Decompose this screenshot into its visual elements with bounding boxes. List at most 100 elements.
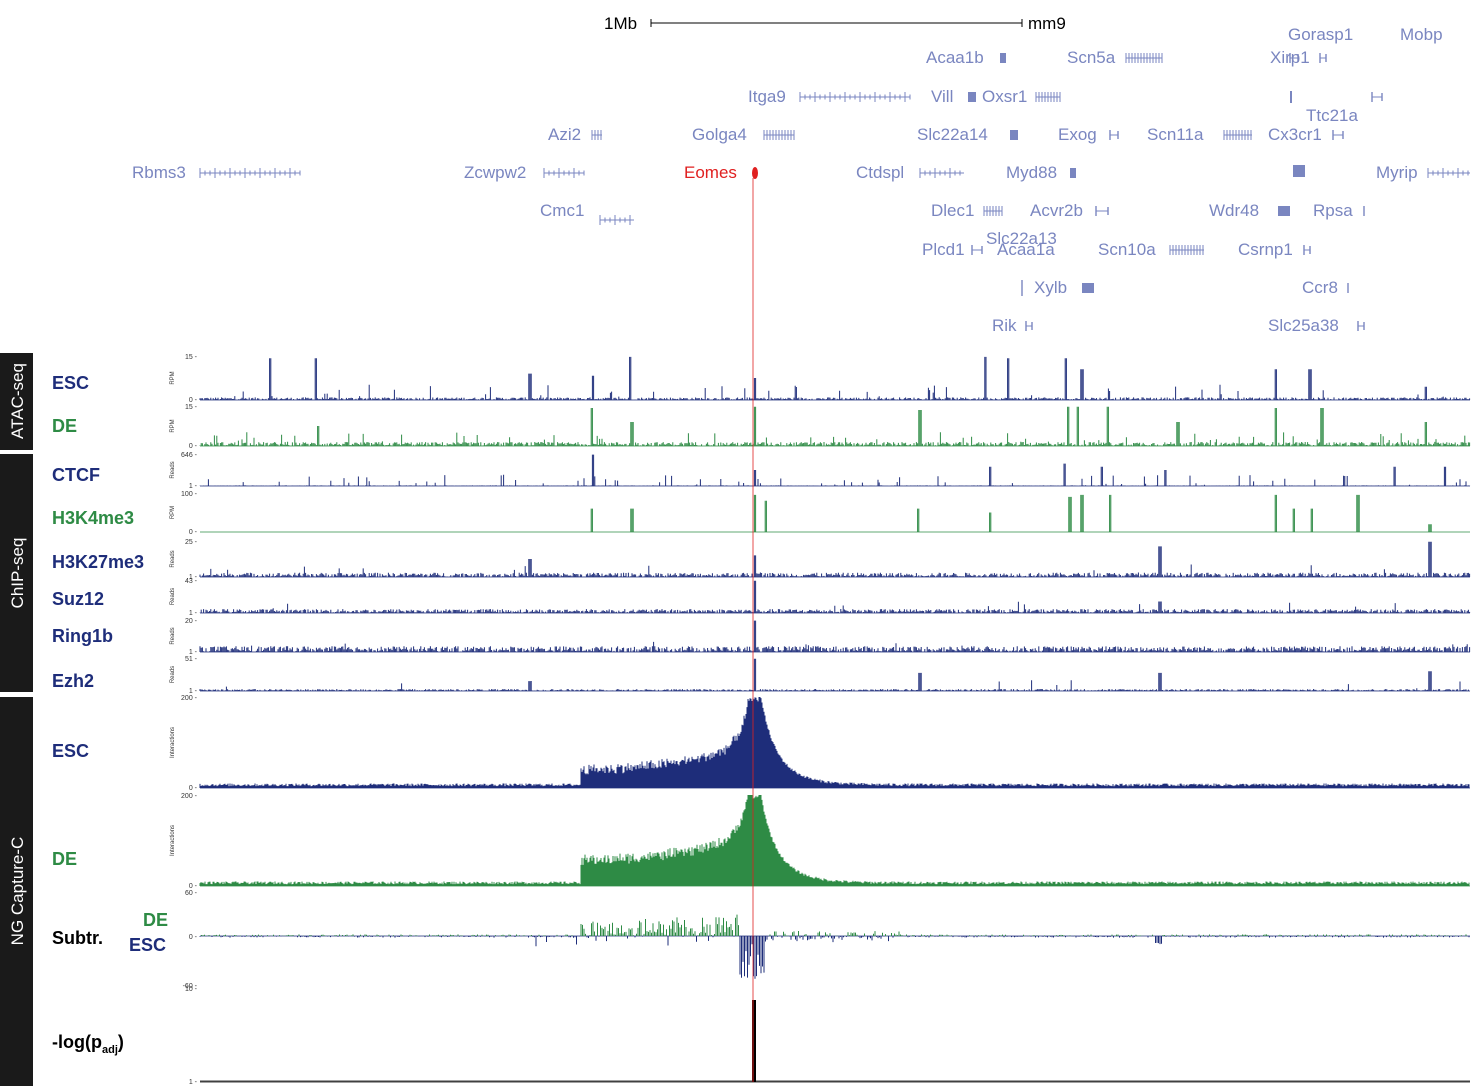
gene-label: Wdr48	[1209, 201, 1259, 220]
gene-label: Myrip	[1376, 163, 1418, 182]
track-name-ring1b: Ring1b	[52, 626, 113, 646]
gene-model	[799, 92, 911, 102]
y-unit-label: Reads	[170, 666, 176, 683]
y-unit-label: Reads	[170, 627, 176, 644]
gene-model	[1427, 168, 1470, 178]
gene-eomes: Eomes	[684, 163, 758, 182]
gene-model	[1332, 130, 1344, 140]
track-3-h3k4me3: 100 - 0 - RPM	[170, 491, 1470, 536]
gene-label: Scn11a	[1147, 125, 1204, 144]
interaction-profile	[199, 795, 1470, 886]
y-min-label: -60 -	[183, 983, 198, 990]
gene-label: Itga9	[748, 87, 786, 106]
y-max-label: 15 -	[185, 404, 198, 411]
subtraction-positive	[201, 914, 1467, 936]
track-4-h3k27me3: 25 - 1 - Reads	[170, 539, 1471, 581]
gene-azi2: Azi2	[548, 125, 602, 144]
track-11--log-p: 10 - 1 -	[185, 986, 1470, 1086]
y-min-label: 1 -	[189, 1079, 198, 1086]
gene-slc22a13: Slc22a13	[986, 229, 1057, 248]
gene-label: Rpsa	[1313, 201, 1353, 220]
gene-scn11a: Scn11a	[1147, 125, 1252, 144]
gene-model	[1035, 92, 1061, 102]
track-name-pvalue: -log(padj)	[52, 1032, 124, 1056]
gene-model	[1371, 92, 1383, 102]
gene-model	[968, 92, 976, 102]
gene-model	[1169, 245, 1204, 255]
y-unit-label: Interactions	[170, 825, 176, 856]
gene-oxsr1: Oxsr1	[982, 87, 1061, 106]
gene-ccr8: Ccr8	[1302, 278, 1349, 297]
y-max-label: 10 -	[185, 986, 198, 993]
y-min-label: 0 -	[189, 397, 198, 404]
gene-exog: Exog	[1058, 125, 1119, 144]
gene-label: Eomes	[684, 163, 737, 182]
track-7-ezh2: 51 - 1 - Reads	[170, 656, 1471, 695]
y-unit-label: RPM	[170, 506, 176, 519]
y-unit-label: Reads	[170, 461, 176, 478]
gene-label: Azi2	[548, 125, 581, 144]
y-max-label: 646 -	[181, 452, 198, 459]
gene-model	[1357, 321, 1365, 331]
gene-model	[1319, 53, 1327, 63]
gene-model	[1289, 53, 1299, 63]
gene-model	[1223, 130, 1252, 140]
gene-label: Xirp1	[1270, 48, 1310, 67]
gene-label: Cx3cr1	[1268, 125, 1322, 144]
y-unit-label: RPM	[170, 371, 176, 384]
gene-label: Acvr2b	[1030, 201, 1083, 220]
gene-label: Ctdspl	[856, 163, 904, 182]
gene-model	[1070, 168, 1076, 178]
group-label-chip: ChIP-seq	[8, 538, 27, 609]
gene-itga9: Itga9	[748, 87, 911, 106]
y-axis: 200 - 0 - Interactions	[170, 793, 198, 890]
gene-mobp: Mobp	[1400, 25, 1443, 44]
gene-acaa1b: Acaa1b	[926, 48, 1006, 67]
gene-model	[763, 130, 795, 140]
gene-label: Myd88	[1006, 163, 1057, 182]
track-1-de: 15 - 0 - RPM	[170, 404, 1471, 450]
gene-label: Slc25a38	[1268, 316, 1339, 335]
track-8-esc: 200 - 0 - Interactions	[170, 695, 1470, 792]
y-unit-label: RPM	[170, 419, 176, 432]
y-min-label: 0 -	[189, 529, 198, 536]
gene-model	[1010, 130, 1018, 140]
y-unit-label: Reads	[170, 588, 176, 605]
gene-myd88: Myd88	[1006, 163, 1076, 182]
subtraction-legend-esc: ESC	[129, 935, 166, 955]
gene-model	[1278, 206, 1290, 216]
gene-glyph	[1293, 165, 1305, 177]
gene-label: Slc22a13	[986, 229, 1057, 248]
y-axis: 25 - 1 - Reads	[170, 539, 198, 581]
signal-profile	[199, 620, 1471, 652]
track-9-de: 200 - 0 - Interactions	[170, 793, 1470, 890]
y-max-label: 15 -	[185, 354, 198, 361]
y-min-label: 0 -	[189, 883, 198, 890]
track-10-subtr-: 60 - -60 - 0 -	[183, 890, 1470, 990]
y-axis: 60 - -60 - 0 -	[183, 890, 198, 990]
y-max-label: 60 -	[185, 890, 198, 897]
gene-label: Csrnp1	[1238, 240, 1293, 259]
subtraction-negative	[199, 936, 1470, 979]
track-name-atac-de: DE	[52, 416, 77, 436]
signal-profile	[199, 454, 1471, 486]
track-2-ctcf: 646 - 1 - Reads	[170, 452, 1471, 490]
gene-model	[1125, 53, 1163, 63]
y-max-label: 100 -	[181, 491, 198, 498]
gene-myrip: Myrip	[1376, 163, 1470, 182]
y-axis: 100 - 0 - RPM	[170, 491, 198, 536]
gene-csrnp1: Csrnp1	[1238, 240, 1311, 259]
track-name-h3k4me3: H3K4me3	[52, 508, 134, 528]
y-min-label: 1 -	[189, 574, 198, 581]
gene-annotation-track: Gorasp1 Mobp Acaa1b Scn5a Xirp1 Itga9 Vill Oxsr…	[132, 25, 1470, 335]
y-unit-label: Interactions	[170, 727, 176, 758]
signal-profile	[199, 406, 1471, 446]
gene-label: Ttc21a	[1306, 106, 1359, 125]
y-max-label: 200 -	[181, 793, 198, 800]
gene-label: Rik	[992, 316, 1017, 335]
group-label-atac: ATAC-seq	[8, 363, 27, 439]
y-mid-label: 0 -	[189, 934, 198, 941]
gene-ttc21a: Ttc21a	[1306, 92, 1383, 125]
group-bar-chip: ChIP-seq	[0, 454, 33, 692]
